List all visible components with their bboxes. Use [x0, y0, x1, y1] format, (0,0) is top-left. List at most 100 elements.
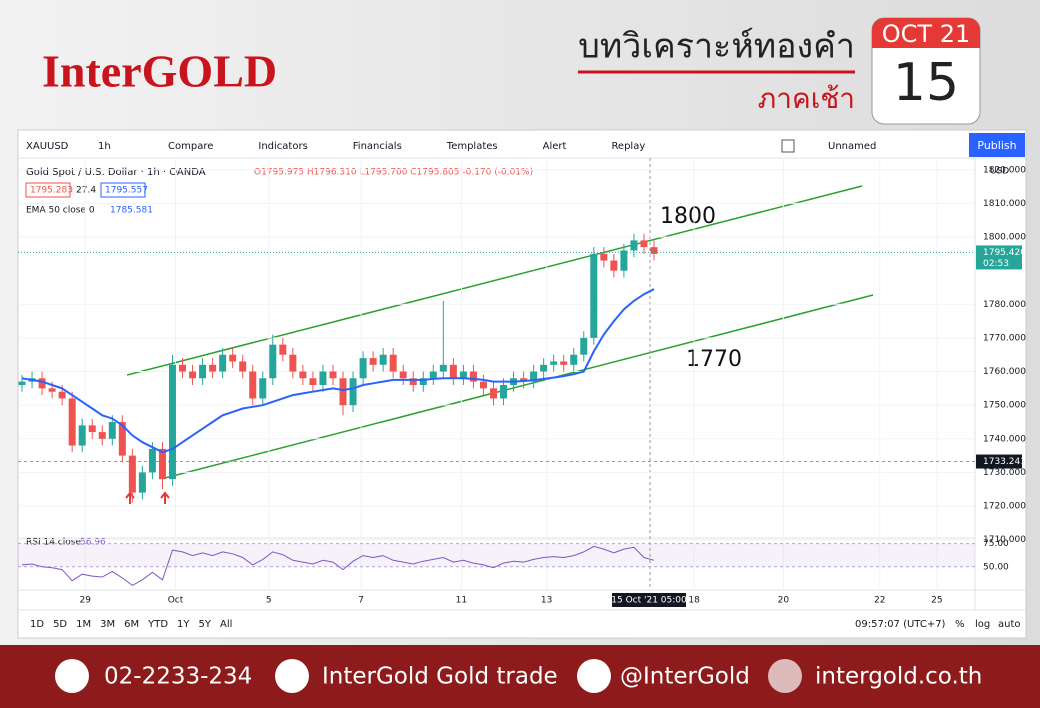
symbol[interactable]: XAUUSD: [26, 141, 69, 152]
ohlc: O1795.975 H1796.310 L1795.700 C1795.805 …: [254, 168, 533, 178]
candle-body: [78, 425, 86, 446]
publish-label[interactable]: Publish: [977, 139, 1016, 152]
candle-body: [299, 371, 307, 379]
candle-body: [239, 361, 247, 372]
x-tick-label: 11: [456, 596, 467, 606]
crosshair-price-box: [976, 454, 1022, 469]
candle-body: [148, 448, 156, 473]
candle-body: [580, 337, 588, 355]
y-tick-label: 1810.000: [983, 199, 1026, 209]
toolbar-item[interactable]: Replay: [611, 141, 645, 152]
candle-body: [269, 344, 277, 379]
candle-body: [520, 378, 528, 382]
candle-body: [158, 448, 166, 480]
x-tick-label: 29: [79, 596, 91, 606]
candle-body: [168, 364, 176, 480]
toolbar-item[interactable]: Templates: [446, 141, 498, 152]
crosshair-price: 1733.241: [983, 457, 1026, 467]
line[interactable]: @InterGold: [620, 664, 750, 690]
candle-body: [118, 421, 126, 456]
x-tick-label: 18: [688, 596, 700, 606]
ask: 1795.557: [105, 186, 148, 196]
range-button[interactable]: 5D: [53, 619, 67, 630]
range-button[interactable]: 1M: [76, 619, 91, 630]
candle-body: [209, 364, 217, 372]
candle-body: [439, 364, 447, 372]
scale-option[interactable]: auto: [998, 619, 1021, 630]
facebook[interactable]: InterGold Gold trade: [322, 664, 558, 690]
candle-body: [279, 344, 287, 355]
ema-last: 1785.581: [110, 206, 153, 216]
y-tick-label: 1720.000: [983, 502, 1026, 512]
bid: 1795.283: [30, 186, 73, 196]
last-price-box: [976, 245, 1022, 270]
facebook-icon: [275, 659, 309, 693]
range-button[interactable]: 5Y: [199, 619, 212, 630]
lower-channel: [164, 294, 874, 479]
candle-body: [540, 364, 548, 372]
rsi-name: RSI 14 close: [26, 538, 81, 548]
x-tick-label: Oct: [168, 596, 184, 606]
candle-body: [359, 358, 367, 379]
x-tick-label: 5: [266, 596, 272, 606]
candle-body: [620, 250, 628, 271]
range-button[interactable]: YTD: [147, 619, 168, 630]
website[interactable]: intergold.co.th: [815, 664, 982, 690]
candle-body: [630, 240, 638, 251]
toolbar-item[interactable]: Alert: [543, 141, 567, 152]
range-button[interactable]: 1D: [30, 619, 44, 630]
currency[interactable]: USD: [990, 167, 1009, 177]
candle-body: [18, 381, 26, 385]
checkbox[interactable]: [781, 139, 795, 153]
y-tick-label: 1730.000: [983, 468, 1026, 478]
candle-body: [98, 432, 106, 439]
candle-body: [138, 472, 146, 493]
phone[interactable]: 02-2233-234: [104, 664, 252, 690]
candle-body: [600, 253, 608, 261]
range-button[interactable]: 6M: [124, 619, 139, 630]
candle-body: [479, 381, 487, 389]
logo: InterGOLD: [42, 46, 277, 97]
candle-body: [399, 371, 407, 379]
ema-name: EMA 50 close 0: [26, 206, 95, 216]
range-button[interactable]: All: [220, 619, 232, 630]
rsi-tick-label: 50.00: [983, 562, 1009, 572]
spread: 27.4: [76, 186, 96, 196]
scale-option[interactable]: log: [975, 619, 990, 630]
candle-body: [319, 371, 327, 385]
bid-box: [25, 182, 71, 198]
candle-body: [329, 371, 337, 379]
x-tick-label: 20: [778, 596, 790, 606]
candle-body: [489, 388, 497, 399]
y-tick-label: 1750.000: [983, 401, 1026, 411]
candle-body: [369, 358, 377, 365]
candle-body: [469, 371, 477, 382]
candle-body: [68, 398, 76, 446]
scale-option[interactable]: %: [955, 619, 965, 630]
phone-icon: [55, 659, 89, 693]
candle-body: [58, 391, 66, 399]
range-button[interactable]: 3M: [100, 619, 115, 630]
rsi-band: [18, 543, 975, 567]
toolbar-item[interactable]: Indicators: [258, 141, 307, 152]
series-title: Gold Spot / U.S. Dollar · 1h · OANDA: [26, 167, 206, 178]
candle-body: [128, 455, 136, 493]
calendar-day: 15: [893, 53, 959, 113]
toolbar-item[interactable]: Financials: [353, 141, 402, 152]
range-button[interactable]: 1Y: [177, 619, 190, 630]
interval[interactable]: 1h: [98, 141, 111, 152]
calendar-month: OCT 21: [882, 20, 970, 48]
candle-body: [199, 364, 207, 379]
candle-body: [38, 378, 46, 389]
publish-button[interactable]: [969, 133, 1025, 157]
footer: [0, 645, 1040, 708]
arrow: [160, 491, 170, 504]
layout-name[interactable]: Unnamed: [828, 141, 876, 152]
candle-body: [259, 378, 267, 399]
toolbar-item[interactable]: Compare: [168, 141, 213, 152]
y-tick-label: 1800.000: [983, 233, 1026, 243]
candle-body: [379, 354, 387, 365]
candle-body: [570, 354, 578, 365]
crosshair-time-box: [612, 593, 686, 607]
